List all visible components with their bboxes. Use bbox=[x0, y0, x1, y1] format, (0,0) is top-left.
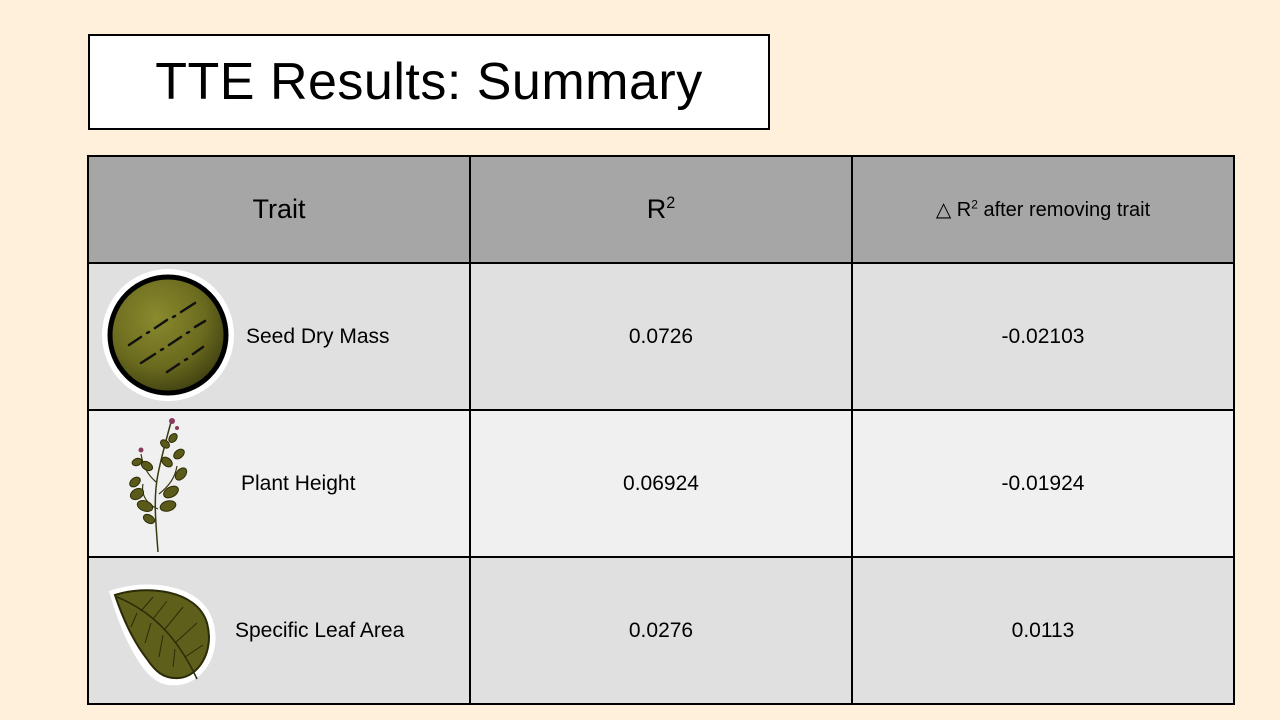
trait-label: Seed Dry Mass bbox=[246, 324, 390, 348]
trait-cell: Specific Leaf Area bbox=[87, 556, 471, 705]
title-box: TTE Results: Summary bbox=[88, 34, 770, 130]
slide-title: TTE Results: Summary bbox=[155, 53, 703, 111]
r2-cell: 0.0726 bbox=[469, 262, 853, 411]
results-table: Trait R2 △ R2 after removing trait bbox=[87, 155, 1235, 705]
header-r2: R2 bbox=[469, 155, 853, 264]
delta-r2-cell: -0.01924 bbox=[851, 409, 1235, 558]
r2-cell: 0.06924 bbox=[469, 409, 853, 558]
header-delta-r2: △ R2 after removing trait bbox=[851, 155, 1235, 264]
delta-r2-cell: 0.0113 bbox=[851, 556, 1235, 705]
plant-icon bbox=[129, 417, 188, 552]
seed-icon bbox=[102, 268, 234, 401]
trait-cell: Seed Dry Mass bbox=[87, 262, 471, 411]
leaf-icon bbox=[109, 584, 216, 685]
header-row: Trait R2 △ R2 after removing trait bbox=[87, 155, 1235, 264]
r2-cell: 0.0276 bbox=[469, 556, 853, 705]
delta-symbol: △ bbox=[935, 199, 952, 221]
delta-r2-cell: -0.02103 bbox=[851, 262, 1235, 411]
table-row: Plant Height 0.06924 -0.01924 bbox=[87, 409, 1235, 558]
trait-label: Specific Leaf Area bbox=[235, 618, 405, 642]
table-row: Seed Dry Mass 0.0726 -0.02103 bbox=[87, 262, 1235, 411]
trait-cell: Plant Height bbox=[87, 409, 471, 558]
header-trait: Trait bbox=[87, 155, 471, 264]
table-row: Specific Leaf Area 0.0276 0.0113 bbox=[87, 556, 1235, 705]
trait-label: Plant Height bbox=[241, 471, 356, 495]
